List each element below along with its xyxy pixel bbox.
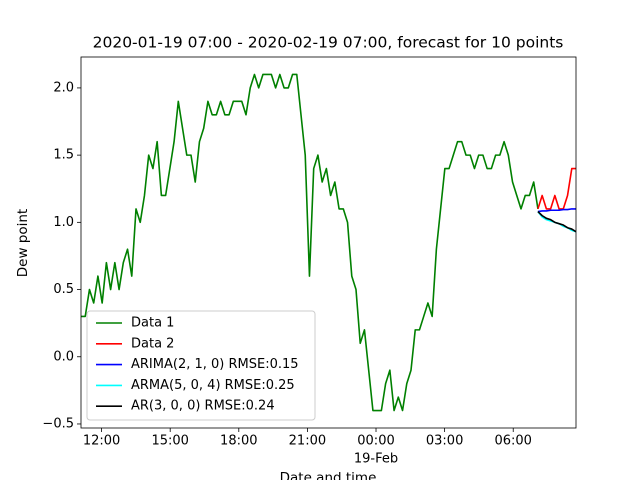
data-line bbox=[537, 211, 576, 233]
y-tick-label: 2.0 bbox=[53, 80, 74, 95]
x-axis-label: Date and time bbox=[280, 470, 377, 480]
legend-label: Data 1 bbox=[131, 316, 174, 331]
y-tick-label: −0.5 bbox=[42, 416, 74, 431]
x-tick-label: 03:00 bbox=[426, 434, 463, 449]
legend: Data 1 Data 2 ARIMA(2, 1, 0) RMSE:0.15 ARMA… bbox=[86, 310, 316, 421]
y-tick-label: 0.0 bbox=[53, 349, 74, 364]
legend-label: Data 2 bbox=[131, 336, 174, 351]
legend-box bbox=[86, 310, 316, 421]
legend-label: AR(3, 0, 0) RMSE:0.24 bbox=[131, 399, 275, 414]
y-tick-label: 1.5 bbox=[53, 148, 74, 163]
legend-label: ARIMA(2, 1, 0) RMSE:0.15 bbox=[131, 357, 299, 372]
data-line bbox=[537, 167, 576, 210]
x-date-label: 19-Feb bbox=[354, 452, 398, 467]
y-tick-label: 0.5 bbox=[53, 282, 74, 297]
chart-title: 2020-01-19 07:00 - 2020-02-19 07:00, for… bbox=[93, 34, 564, 52]
plot-frame bbox=[80, 56, 577, 429]
y-tick-label: 1.0 bbox=[53, 215, 74, 230]
x-tick-label: 00:00 bbox=[357, 434, 394, 449]
data-line bbox=[81, 73, 539, 412]
y-axis-label: Dew point bbox=[15, 209, 31, 277]
x-tick-label: 15:00 bbox=[151, 434, 188, 449]
legend-label: ARMA(5, 0, 4) RMSE:0.25 bbox=[131, 378, 295, 393]
data-line bbox=[537, 208, 576, 213]
x-tick-label: 12:00 bbox=[83, 434, 120, 449]
x-tick-label: 21:00 bbox=[289, 434, 326, 449]
x-tick-label: 18:00 bbox=[220, 434, 257, 449]
x-tick-label: 06:00 bbox=[494, 434, 531, 449]
